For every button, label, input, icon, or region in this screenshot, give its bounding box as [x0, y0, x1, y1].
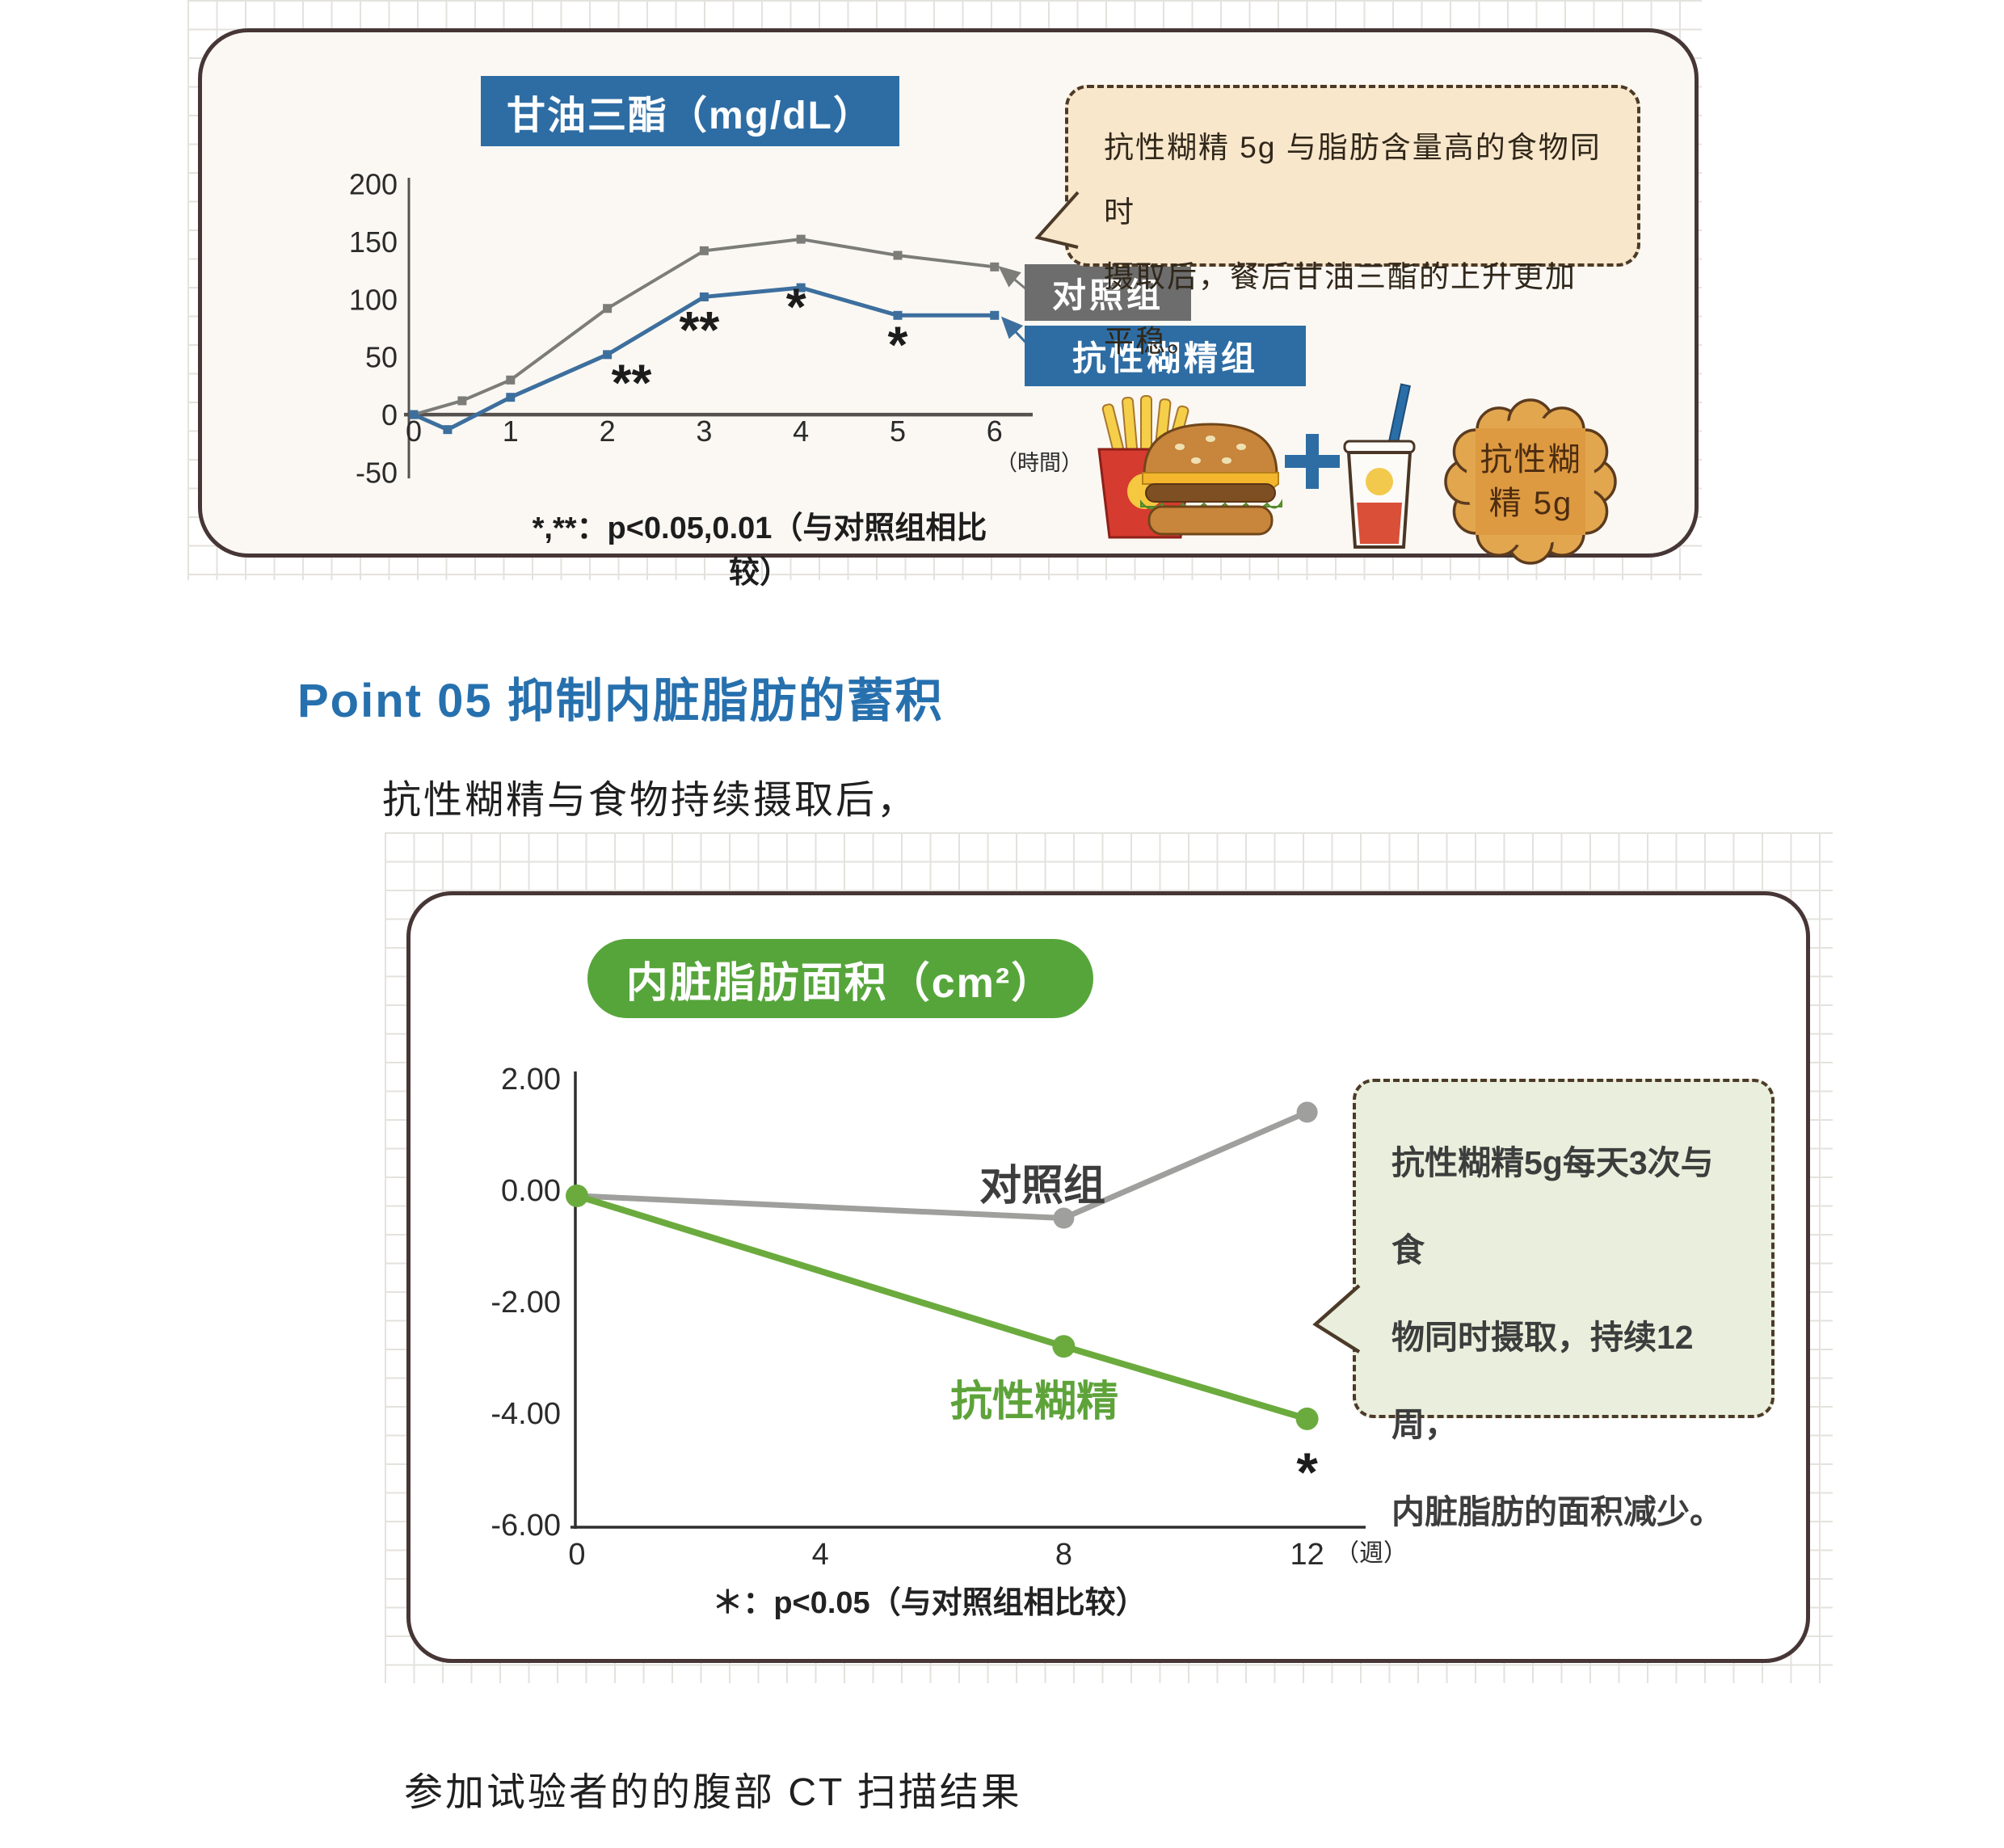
svg-text:3: 3	[696, 415, 712, 448]
svg-text:6: 6	[987, 415, 1003, 448]
visceral-fat-title: 内脏脂肪面积（cm²）	[625, 959, 1055, 1007]
triglyceride-title-banner: 甘油三酯（mg/dL）	[481, 76, 899, 146]
drink-icon	[1343, 383, 1416, 549]
control-series-label: 对照组	[979, 1163, 1105, 1210]
svg-text:-50: -50	[356, 457, 398, 490]
section-heading: Point 05 抑制内脏脂肪的蓄积	[297, 675, 944, 727]
legend-control-label: 对照组	[1051, 276, 1164, 314]
badge-line: 抗性糊	[1480, 442, 1582, 478]
visceral-fat-callout-bubble: 抗性糊精5g每天3次与食 物同时摄取，持续12周， 内脏脂肪的面积减少。	[1353, 1079, 1775, 1530]
svg-text:2: 2	[600, 415, 616, 448]
bubble-line: 抗性糊精 5g 与脂肪含量高的食物同时	[1104, 131, 1602, 229]
svg-text:*: *	[888, 316, 908, 374]
dextrin-badge-icon	[1444, 398, 1617, 565]
svg-text:150: 150	[349, 225, 398, 259]
svg-text:-4.00: -4.00	[490, 1397, 561, 1431]
svg-text:1: 1	[503, 415, 519, 448]
bubble-tail-icon	[1034, 191, 1080, 249]
svg-text:2.00: 2.00	[501, 1063, 561, 1097]
svg-text:0: 0	[406, 415, 422, 448]
dextrin-series-label: 抗性糊精	[949, 1379, 1118, 1425]
svg-text:8: 8	[1055, 1538, 1072, 1572]
triglyceride-title: 甘油三酯（mg/dL）	[507, 94, 874, 137]
svg-text:**: **	[612, 354, 652, 412]
svg-text:**: **	[680, 301, 720, 359]
bubble-line: 物同时摄取，持续12周，	[1391, 1319, 1694, 1443]
visceral-fat-footnote: ＊：p<0.05（与对照组相比较）	[712, 1586, 1147, 1620]
svg-text:*: *	[1296, 1442, 1318, 1503]
bubble-line: 抗性糊精5g每天3次与食	[1391, 1144, 1714, 1269]
svg-text:100: 100	[349, 283, 398, 316]
svg-text:12: 12	[1290, 1538, 1324, 1572]
badge-line: 精 5g	[1488, 486, 1573, 521]
svg-text:4: 4	[812, 1538, 829, 1572]
svg-text:*: *	[786, 277, 806, 335]
svg-text:50: 50	[365, 341, 398, 374]
svg-text:0.00: 0.00	[501, 1174, 561, 1208]
burger-icon	[1140, 423, 1282, 536]
visceral-fat-title-banner: 内脏脂肪面积（cm²）	[587, 939, 1093, 1018]
plus-icon	[1285, 434, 1340, 489]
triglyceride-footnote: *,**：p<0.05,0.01（与对照组相比较）	[532, 511, 987, 590]
svg-text:（時間）: （時間）	[996, 451, 1083, 475]
legend-dextrin-group: 抗性糊精组	[1025, 326, 1306, 386]
dextrin-badge-label: 抗性糊 精 5g	[1432, 438, 1630, 525]
intro-text: 抗性糊精与食物持续摄取后，	[382, 779, 919, 822]
bubble-line: 摄取后，餐后甘油三酯的上升更加平稳。	[1104, 260, 1577, 358]
footer-text: 参加试验者的的腹部 CT 扫描结果	[404, 1771, 1022, 1814]
triglyceride-callout-bubble: 抗性糊精 5g 与脂肪含量高的食物同时 摄取后，餐后甘油三酯的上升更加平稳。	[1065, 85, 1640, 358]
svg-text:5: 5	[890, 415, 906, 448]
svg-text:-2.00: -2.00	[490, 1286, 561, 1320]
legend-dextrin-label: 抗性糊精组	[1071, 339, 1258, 377]
svg-text:0: 0	[381, 398, 398, 431]
bubble-tail-icon	[1312, 1284, 1361, 1353]
svg-text:-6.00: -6.00	[490, 1509, 561, 1543]
svg-text:200: 200	[349, 168, 398, 201]
legend-control-group: 对照组	[1025, 264, 1191, 321]
visceral-fat-chart: 2.00 0.00 -2.00 -4.00 -6.000 4 8 12 （週） *	[490, 1063, 1408, 1572]
bubble-line: 内脏脂肪的面积减少。	[1391, 1493, 1723, 1530]
svg-text:4: 4	[793, 415, 809, 448]
svg-text:（週）: （週）	[1335, 1540, 1408, 1567]
svg-text:0: 0	[568, 1538, 585, 1572]
